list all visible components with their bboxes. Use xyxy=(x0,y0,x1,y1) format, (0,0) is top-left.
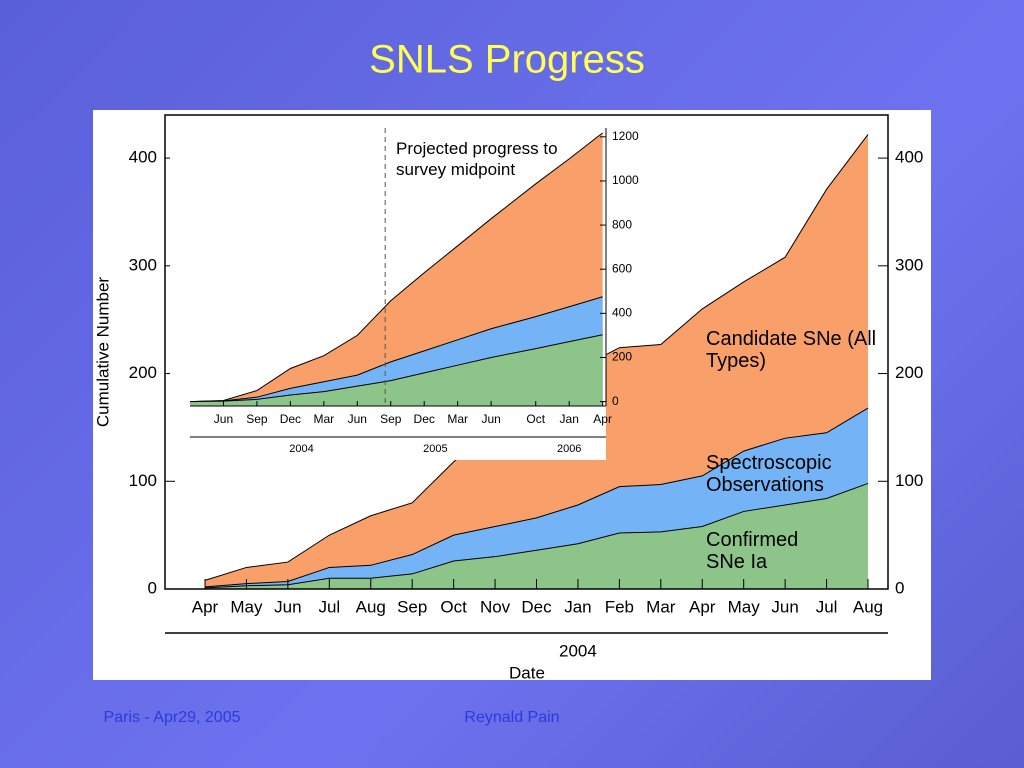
x-tick-label: Sep xyxy=(380,412,402,426)
x-tick-label: Apr xyxy=(192,597,219,616)
x-tick-label: May xyxy=(230,597,263,616)
area xyxy=(190,334,603,406)
y-tick-label: 400 xyxy=(129,148,157,167)
footer-center: Reynald Pain xyxy=(464,709,559,726)
series-line xyxy=(189,132,603,403)
y-tick-label: 200 xyxy=(129,363,157,382)
y2-tick-label: 300 xyxy=(895,255,923,274)
y2-tick-label: 100 xyxy=(895,471,923,490)
series-line xyxy=(189,334,603,403)
x-tick-label: Feb xyxy=(605,597,634,616)
x-tick-label: Aug xyxy=(356,597,386,616)
y-tick-label: 0 xyxy=(612,394,619,408)
x-tick-label: Jan xyxy=(560,412,579,426)
x-axis-title: Date xyxy=(509,663,545,682)
series-line xyxy=(204,407,869,588)
x-tick-label: Jul xyxy=(816,597,838,616)
year-label: 2004 xyxy=(559,641,597,660)
footer-left: Paris - Apr29, 2005 xyxy=(104,709,241,726)
y-tick-label: 1200 xyxy=(612,129,639,143)
x-tick-label: Jun xyxy=(771,597,798,616)
x-tick-label: Sep xyxy=(397,597,427,616)
y-tick-label: 1000 xyxy=(612,173,639,187)
x-tick-label: Jun xyxy=(214,412,233,426)
y-tick-label: 100 xyxy=(129,471,157,490)
y2-tick-label: 200 xyxy=(895,363,923,382)
x-tick-label: Dec xyxy=(280,412,301,426)
x-tick-label: Mar xyxy=(447,412,468,426)
y2-tick-label: 400 xyxy=(895,148,923,167)
x-tick-label: Mar xyxy=(313,412,334,426)
y-tick-label: 600 xyxy=(612,261,632,275)
series-label: Candidate SNe (All Types) xyxy=(706,328,877,372)
x-tick-label: Dec xyxy=(521,597,552,616)
series-line xyxy=(189,296,603,403)
x-tick-label: Dec xyxy=(414,412,435,426)
x-tick-label: Jan xyxy=(564,597,591,616)
x-tick-label: Sep xyxy=(246,412,268,426)
year-label: 2004 xyxy=(289,443,313,455)
x-tick-label: Jul xyxy=(318,597,340,616)
x-tick-label: Jun xyxy=(274,597,301,616)
x-tick-label: May xyxy=(728,597,761,616)
series-label: Spectroscopic Observations xyxy=(706,452,832,496)
x-tick-label: Apr xyxy=(593,412,612,426)
x-tick-label: Nov xyxy=(480,597,511,616)
area xyxy=(205,483,868,589)
x-tick-label: Aug xyxy=(853,597,883,616)
x-tick-label: Oct xyxy=(526,412,545,426)
y-tick-label: 200 xyxy=(612,350,632,364)
series-label: Confirmed SNe Ia xyxy=(706,529,799,573)
x-tick-label: Jun xyxy=(348,412,367,426)
series-line xyxy=(204,482,869,589)
y-tick-label: 0 xyxy=(148,578,157,597)
year-label: 2006 xyxy=(557,443,581,455)
y-tick-label: 400 xyxy=(612,306,632,320)
plot-frame xyxy=(164,114,889,590)
y-tick-label: 800 xyxy=(612,217,632,231)
annotation: Projected progress to survey midpoint xyxy=(396,139,558,179)
x-tick-label: Jun xyxy=(481,412,500,426)
y-tick-label: 300 xyxy=(129,255,157,274)
year-label: 2005 xyxy=(423,443,447,455)
x-tick-label: Apr xyxy=(689,597,716,616)
slide-title: SNLS Progress xyxy=(369,38,645,82)
y-axis-title: Cumulative Number xyxy=(93,277,112,428)
y2-tick-label: 0 xyxy=(895,578,904,597)
x-tick-label: Oct xyxy=(440,597,467,616)
x-tick-label: Mar xyxy=(646,597,676,616)
